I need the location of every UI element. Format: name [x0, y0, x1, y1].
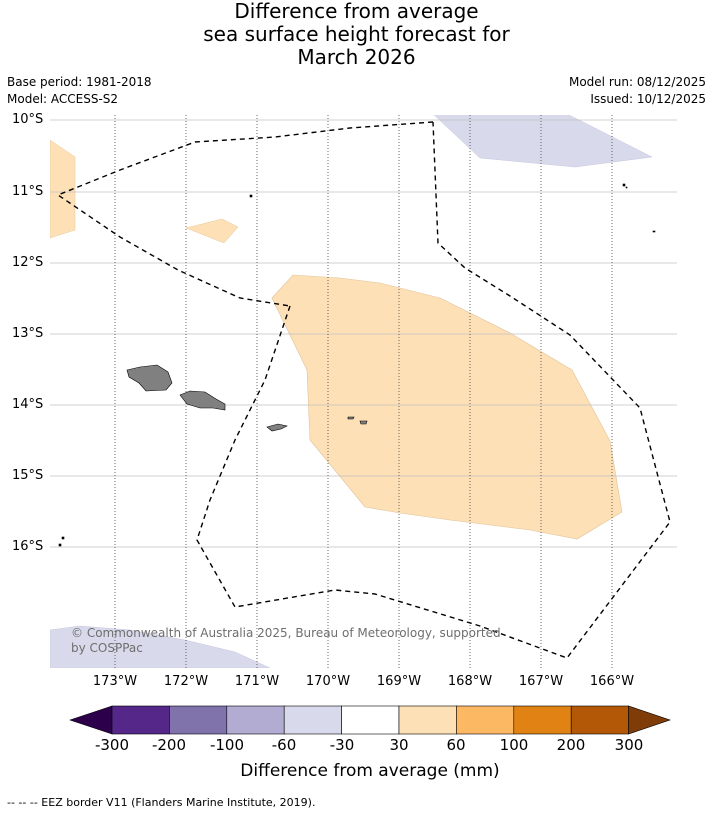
- anomaly-positive-small: [185, 218, 239, 244]
- anomaly-negative-sw: [50, 625, 271, 668]
- lon-label-172w: 172°W: [163, 674, 209, 689]
- colorbar-under-triangle: [69, 705, 113, 735]
- lon-label-167w: 167°W: [518, 674, 564, 689]
- colorbar-tick-label: 30: [389, 736, 409, 754]
- lat-label-10s: 10°S: [12, 112, 44, 127]
- lon-label-171w: 171°W: [234, 674, 280, 689]
- credit-line-1: © Commonwealth of Australia 2025, Bureau…: [71, 626, 501, 640]
- lat-label-16s: 16°S: [12, 539, 44, 554]
- island-savaii: [126, 364, 173, 392]
- colorbar-swatch-5: [341, 705, 400, 735]
- anomaly-positive-west: [50, 139, 76, 239]
- colorbar-over-triangle: [628, 705, 671, 735]
- colorbar-tick-label: 60: [446, 736, 466, 754]
- base-period: Base period: 1981-2018: [7, 75, 152, 89]
- title-line-1: Difference from average: [234, 0, 479, 23]
- island-tutuila: [266, 423, 288, 432]
- lat-label-13s: 13°S: [12, 326, 44, 341]
- lon-label-168w: 168°W: [447, 674, 493, 689]
- islet-3: [625, 186, 628, 189]
- island-manua-2: [359, 420, 368, 425]
- islet-1: [249, 194, 253, 198]
- anomaly-negative-ne: [433, 115, 653, 168]
- lon-label-173w: 173°W: [92, 674, 138, 689]
- eez-legend-note: -- -- -- EEZ border V11 (Flanders Marine…: [7, 796, 316, 809]
- model-run-date: Model run: 08/12/2025: [568, 75, 706, 89]
- map-title: Difference from average sea surface heig…: [0, 0, 713, 69]
- islet-4: [652, 230, 656, 233]
- colorbar-tick-label: 300: [614, 736, 644, 754]
- colorbar-swatch-9: [570, 705, 629, 735]
- islet-5: [61, 536, 65, 540]
- anomaly-positive-main: [271, 274, 623, 540]
- copyright-credit: © Commonwealth of Australia 2025, Bureau…: [71, 626, 501, 656]
- model-name: Model: ACCESS-S2: [7, 92, 119, 106]
- map-area: [50, 115, 677, 668]
- credit-line-2: by COSPPac: [71, 641, 143, 655]
- title-line-3: March 2026: [297, 45, 416, 69]
- colorbar-tick-label: -300: [94, 736, 130, 754]
- lon-label-170w: 170°W: [305, 674, 351, 689]
- title-line-2: sea surface height forecast for: [203, 22, 510, 46]
- colorbar-tick-label: -30: [329, 736, 355, 754]
- colorbar-tick-label: -100: [209, 736, 245, 754]
- colorbar-swatch-4: [283, 705, 342, 735]
- islands: [58, 183, 656, 547]
- colorbar-swatch-1: [111, 705, 170, 735]
- lat-label-15s: 15°S: [12, 468, 44, 483]
- colorbar-tick-label: -60: [271, 736, 297, 754]
- issued-date: Issued: 10/12/2025: [590, 92, 706, 106]
- islet-6: [58, 543, 62, 547]
- meta-left: Base period: 1981-2018 Model: ACCESS-S2: [7, 74, 152, 108]
- colorbar-tick-label: 100: [499, 736, 529, 754]
- colorbar-swatch-2: [169, 705, 228, 735]
- colorbar-tick-label: -200: [151, 736, 187, 754]
- island-manua-1: [347, 416, 355, 420]
- colorbar-swatch-8: [513, 705, 572, 735]
- lon-label-166w: 166°W: [589, 674, 635, 689]
- colorbar-swatch-6: [398, 705, 457, 735]
- island-upolu: [179, 390, 226, 411]
- eez-border-american-samoa: [196, 121, 671, 659]
- lon-label-169w: 169°W: [376, 674, 422, 689]
- lat-label-12s: 12°S: [12, 255, 44, 270]
- lat-label-11s: 11°S: [12, 184, 44, 199]
- colorbar-swatch-7: [456, 705, 515, 735]
- colorbar-title: Difference from average (mm): [240, 761, 500, 781]
- colorbar-swatch-3: [226, 705, 285, 735]
- lat-label-14s: 14°S: [12, 397, 44, 412]
- islet-2: [622, 183, 626, 187]
- colorbar-tick-label: 200: [556, 736, 586, 754]
- colorbar: [69, 705, 671, 735]
- meta-right: Model run: 08/12/2025 Issued: 10/12/2025: [569, 74, 706, 108]
- graticule: [50, 115, 677, 668]
- eez-borders: [56, 121, 671, 659]
- eez-border-samoa: [56, 121, 434, 307]
